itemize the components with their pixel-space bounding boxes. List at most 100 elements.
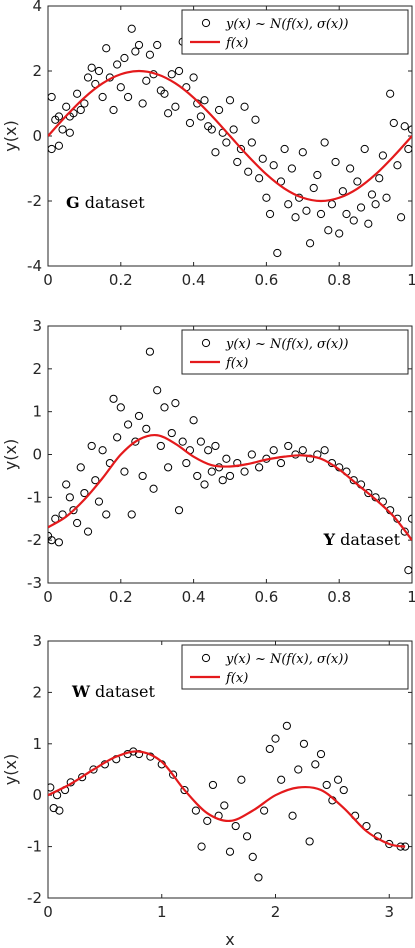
y-axis-label: y(x) <box>1 754 20 785</box>
data-point <box>54 112 64 121</box>
data-point <box>98 446 107 455</box>
data-point <box>191 806 200 815</box>
data-point <box>288 811 297 820</box>
data-point <box>404 566 412 575</box>
legend: y(x) ~ N(f(x), σ(x)) f(x) <box>181 329 409 375</box>
legend-label-samples: y(x) ~ N(f(x), σ(x)) <box>225 652 348 667</box>
data-point <box>98 92 107 102</box>
data-point <box>65 128 74 137</box>
data-point <box>127 510 136 519</box>
y-tick-label: 3 <box>32 317 42 335</box>
data-point <box>311 760 320 769</box>
y-tick-label: 0 <box>32 127 42 145</box>
data-point <box>145 50 155 59</box>
data-point <box>339 785 348 795</box>
data-point <box>73 89 82 98</box>
data-point <box>291 213 300 222</box>
data-point <box>134 40 144 50</box>
data-point <box>58 125 67 134</box>
legend-marker-circle <box>201 338 211 348</box>
data-point <box>282 721 291 730</box>
data-point <box>48 783 55 792</box>
data-point <box>237 775 246 784</box>
data-point <box>389 118 398 128</box>
data-point <box>196 112 205 121</box>
y-tick-label: 0 <box>32 446 42 464</box>
x-tick-label: 0 <box>43 588 53 606</box>
data-point <box>240 102 249 111</box>
data-point <box>316 749 326 759</box>
dataset-annotation: Y dataset <box>323 530 401 549</box>
x-axis-label: x <box>225 930 234 948</box>
data-point <box>116 403 125 412</box>
dataset-annotation: W dataset <box>71 682 155 701</box>
series-line-f <box>48 750 406 848</box>
data-point <box>76 463 85 472</box>
data-point <box>273 248 282 258</box>
data-point <box>178 437 187 446</box>
data-point <box>255 174 264 183</box>
data-point <box>362 821 371 831</box>
data-point <box>327 200 337 209</box>
data-point <box>127 24 136 33</box>
data-point <box>193 471 202 481</box>
data-point <box>164 463 173 472</box>
data-point <box>324 226 333 235</box>
data-point <box>164 109 173 118</box>
data-point <box>65 493 74 502</box>
data-point <box>225 847 235 856</box>
data-point <box>83 527 93 536</box>
data-point <box>378 151 387 160</box>
data-point <box>364 219 373 228</box>
data-point <box>335 229 344 238</box>
data-point <box>89 765 98 774</box>
data-point <box>48 92 56 102</box>
y-tick-label: -4 <box>27 257 42 275</box>
data-point <box>102 510 111 519</box>
data-point <box>320 446 329 455</box>
data-point <box>298 148 307 157</box>
data-point <box>142 424 151 433</box>
data-point <box>48 536 56 545</box>
data-point <box>211 148 220 157</box>
data-point <box>349 216 358 225</box>
dataset-word: dataset <box>90 682 156 701</box>
data-point <box>200 480 209 489</box>
data-point <box>400 122 409 131</box>
data-point <box>208 780 218 790</box>
data-point <box>247 138 256 147</box>
data-point <box>316 209 326 219</box>
data-point <box>171 399 180 408</box>
data-point <box>400 527 409 536</box>
data-point <box>240 467 249 476</box>
data-point <box>55 806 64 815</box>
data-point <box>54 141 64 150</box>
data-point <box>367 190 377 199</box>
data-point <box>189 73 198 82</box>
axes-box <box>47 640 413 899</box>
data-point <box>287 164 296 173</box>
data-point <box>169 770 178 779</box>
data-point <box>371 200 380 209</box>
data-point <box>189 416 198 425</box>
data-point <box>248 852 257 861</box>
data-point <box>180 785 189 795</box>
data-point <box>207 125 216 134</box>
data-point <box>407 514 412 523</box>
data-point <box>393 161 402 170</box>
y-tick-label: 2 <box>32 683 42 701</box>
data-point <box>360 144 369 154</box>
x-tick-label: 0.4 <box>182 588 206 606</box>
data-point <box>342 209 351 219</box>
y-tick-label: -2 <box>27 192 42 210</box>
data-point <box>251 115 260 124</box>
data-point <box>120 467 129 476</box>
data-point <box>153 40 162 50</box>
data-point <box>76 105 85 115</box>
data-point <box>346 164 355 173</box>
x-tick-label: 0.2 <box>109 271 133 289</box>
data-point <box>305 239 315 248</box>
data-point <box>396 213 406 222</box>
dataset-letter: G <box>66 193 80 212</box>
data-point <box>120 53 129 63</box>
